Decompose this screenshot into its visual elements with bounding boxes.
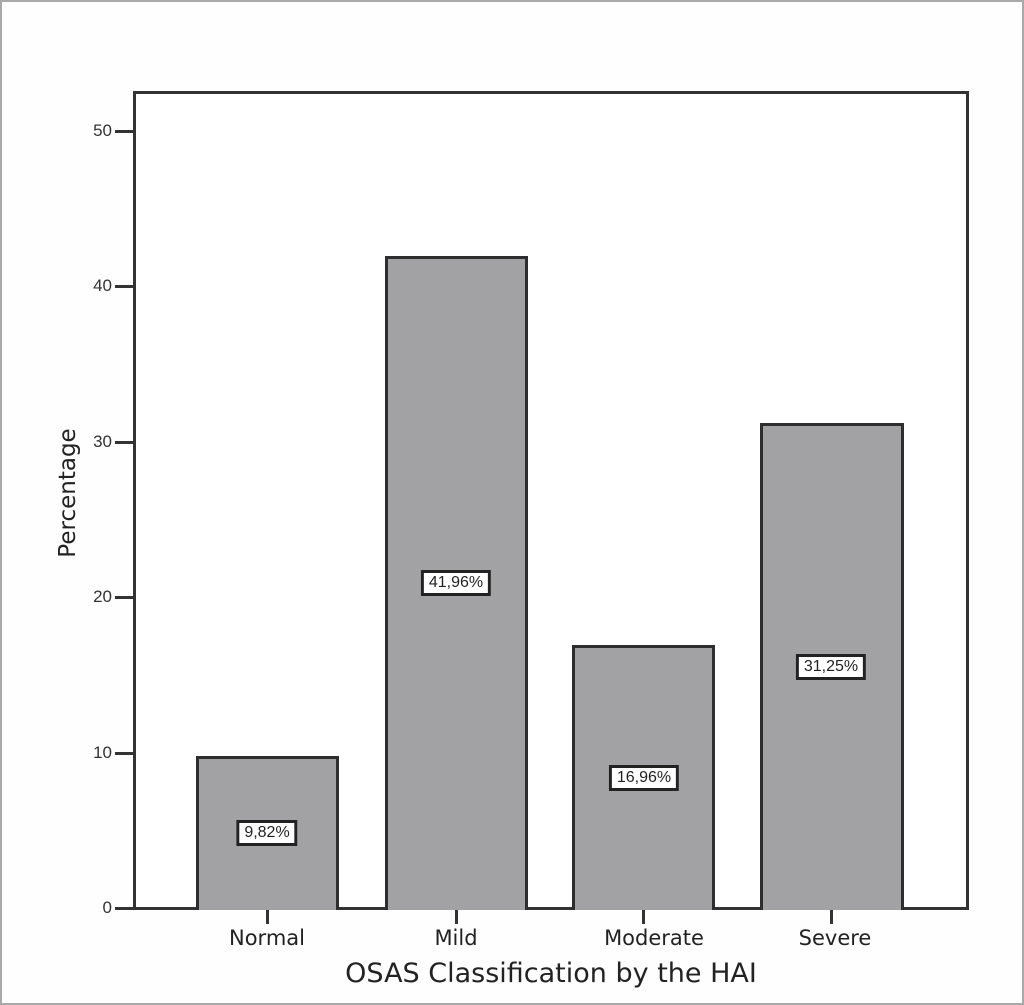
y-tick-label: 0 (102, 898, 112, 917)
y-tick-label: 50 (93, 121, 112, 140)
y-tick-10 (115, 752, 133, 755)
y-tick-label: 20 (93, 587, 112, 606)
bar-value-label-normal: 9,82% (236, 820, 298, 846)
y-tick-20 (115, 596, 133, 599)
x-tick-severe (830, 910, 833, 924)
x-tick-label-mild: Mild (434, 926, 478, 950)
y-tick-30 (115, 441, 133, 444)
y-tick-0 (115, 907, 133, 910)
x-tick-label-normal: Normal (229, 926, 305, 950)
bar-value-label-severe: 31,25% (795, 654, 867, 680)
bar-value-label-mild: 41,96% (420, 570, 492, 596)
y-tick-label: 40 (93, 276, 112, 295)
x-tick-label-severe: Severe (798, 926, 872, 950)
x-tick-mild (455, 910, 458, 924)
bar-value-label-moderate: 16,96% (608, 765, 680, 791)
x-tick-moderate (642, 910, 645, 924)
y-tick-label: 10 (93, 743, 112, 762)
y-tick-50 (115, 130, 133, 133)
y-tick-label: 30 (93, 432, 112, 451)
x-axis-title: OSAS Classification by the HAI (345, 958, 757, 989)
y-tick-40 (115, 285, 133, 288)
x-tick-label-moderate: Moderate (604, 926, 704, 950)
x-tick-normal (266, 910, 269, 924)
y-axis-title: Percentage (55, 428, 81, 558)
